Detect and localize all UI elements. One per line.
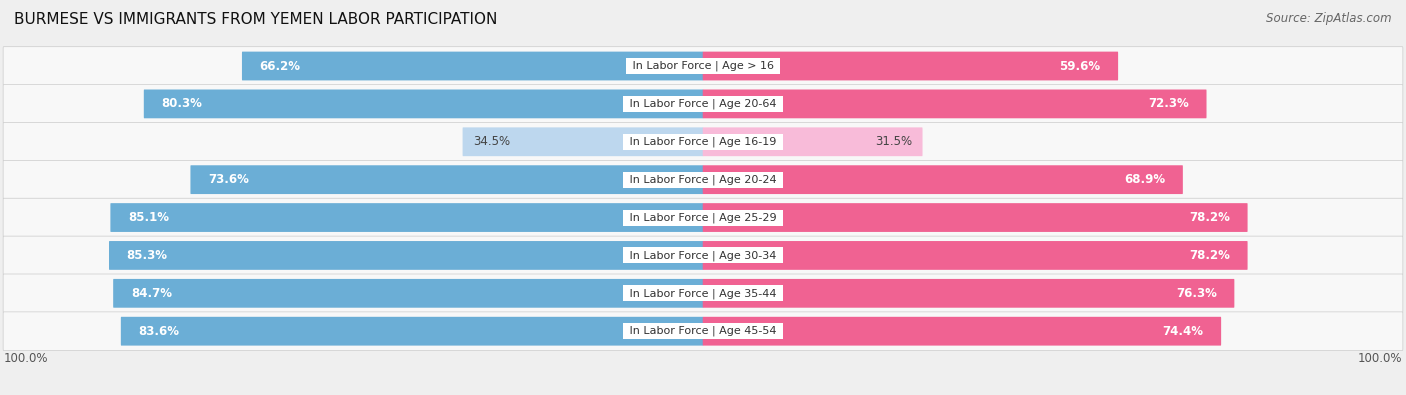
FancyBboxPatch shape xyxy=(3,122,1403,161)
FancyBboxPatch shape xyxy=(143,90,703,118)
FancyBboxPatch shape xyxy=(703,52,1118,81)
Text: In Labor Force | Age 45-54: In Labor Force | Age 45-54 xyxy=(626,326,780,337)
FancyBboxPatch shape xyxy=(703,317,1222,346)
Text: 31.5%: 31.5% xyxy=(875,135,912,148)
Text: 84.7%: 84.7% xyxy=(131,287,172,300)
FancyBboxPatch shape xyxy=(3,160,1403,199)
Text: 100.0%: 100.0% xyxy=(3,352,48,365)
FancyBboxPatch shape xyxy=(3,85,1403,123)
Text: 72.3%: 72.3% xyxy=(1149,98,1189,110)
FancyBboxPatch shape xyxy=(703,90,1206,118)
FancyBboxPatch shape xyxy=(3,47,1403,85)
Text: 83.6%: 83.6% xyxy=(139,325,180,338)
Text: In Labor Force | Age 25-29: In Labor Force | Age 25-29 xyxy=(626,212,780,223)
Text: In Labor Force | Age > 16: In Labor Force | Age > 16 xyxy=(628,61,778,71)
Text: 100.0%: 100.0% xyxy=(1358,352,1403,365)
Text: 76.3%: 76.3% xyxy=(1175,287,1216,300)
FancyBboxPatch shape xyxy=(3,198,1403,237)
Text: 80.3%: 80.3% xyxy=(162,98,202,110)
FancyBboxPatch shape xyxy=(112,279,703,308)
FancyBboxPatch shape xyxy=(110,241,703,270)
Text: In Labor Force | Age 20-64: In Labor Force | Age 20-64 xyxy=(626,99,780,109)
Text: 59.6%: 59.6% xyxy=(1059,60,1101,73)
FancyBboxPatch shape xyxy=(3,236,1403,275)
FancyBboxPatch shape xyxy=(463,128,703,156)
Text: In Labor Force | Age 35-44: In Labor Force | Age 35-44 xyxy=(626,288,780,299)
FancyBboxPatch shape xyxy=(111,203,703,232)
FancyBboxPatch shape xyxy=(3,312,1403,350)
FancyBboxPatch shape xyxy=(703,165,1182,194)
Text: In Labor Force | Age 30-34: In Labor Force | Age 30-34 xyxy=(626,250,780,261)
FancyBboxPatch shape xyxy=(703,203,1247,232)
Text: 85.3%: 85.3% xyxy=(127,249,167,262)
FancyBboxPatch shape xyxy=(703,128,922,156)
Text: 66.2%: 66.2% xyxy=(260,60,301,73)
Text: 34.5%: 34.5% xyxy=(474,135,510,148)
Text: 68.9%: 68.9% xyxy=(1123,173,1166,186)
Text: 73.6%: 73.6% xyxy=(208,173,249,186)
Text: 74.4%: 74.4% xyxy=(1163,325,1204,338)
Text: In Labor Force | Age 20-24: In Labor Force | Age 20-24 xyxy=(626,175,780,185)
Text: In Labor Force | Age 16-19: In Labor Force | Age 16-19 xyxy=(626,137,780,147)
FancyBboxPatch shape xyxy=(703,241,1247,270)
Text: 85.1%: 85.1% xyxy=(128,211,169,224)
FancyBboxPatch shape xyxy=(242,52,703,81)
FancyBboxPatch shape xyxy=(121,317,703,346)
Text: Source: ZipAtlas.com: Source: ZipAtlas.com xyxy=(1267,12,1392,25)
Text: 78.2%: 78.2% xyxy=(1189,249,1230,262)
Text: 78.2%: 78.2% xyxy=(1189,211,1230,224)
FancyBboxPatch shape xyxy=(190,165,703,194)
Text: BURMESE VS IMMIGRANTS FROM YEMEN LABOR PARTICIPATION: BURMESE VS IMMIGRANTS FROM YEMEN LABOR P… xyxy=(14,12,498,27)
FancyBboxPatch shape xyxy=(703,279,1234,308)
FancyBboxPatch shape xyxy=(3,274,1403,312)
